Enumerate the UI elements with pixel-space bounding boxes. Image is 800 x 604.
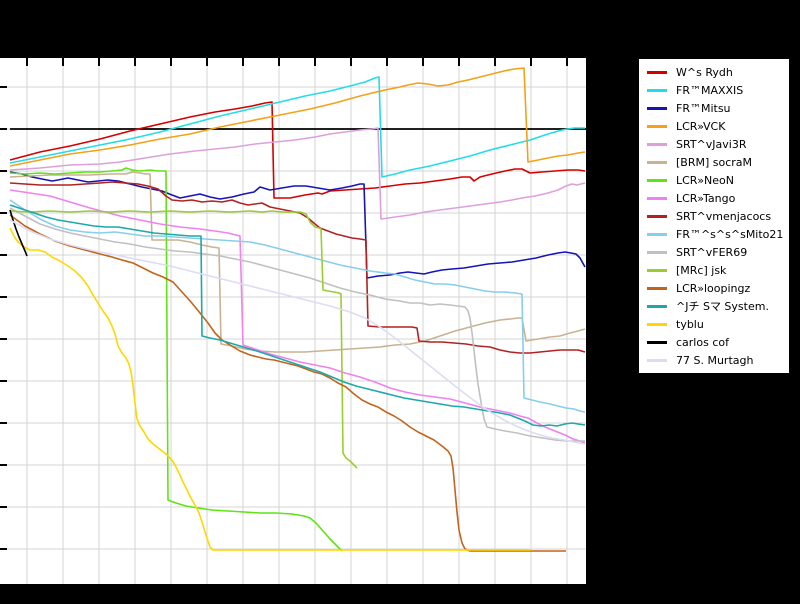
series-line-1 xyxy=(9,76,585,178)
legend-item: [BRM] socraM xyxy=(639,153,789,171)
legend-swatch-line xyxy=(647,358,667,362)
legend-item-label: [MRc] jsk xyxy=(676,263,727,277)
legend-item: FR™MAXXIS xyxy=(639,81,789,99)
legend-item: W^s Rydh xyxy=(639,63,789,81)
legend-item: LCR»Tango xyxy=(639,189,789,207)
legend-swatch-line xyxy=(647,304,667,308)
legend-item-label: FR™MAXXIS xyxy=(676,83,744,97)
legend-swatch-line xyxy=(647,124,667,128)
legend-item: FR™Mitsu xyxy=(639,99,789,117)
legend-swatch-line xyxy=(647,88,667,92)
legend-item: SRT^vJavi3R xyxy=(639,135,789,153)
legend-item: FR™^s^s^sMito21 xyxy=(639,225,789,243)
legend-item-label: 77 S. Murtagh xyxy=(676,353,754,367)
legend-item: ^Jチ Sマ System. xyxy=(639,297,789,315)
series-line-15 xyxy=(9,209,28,257)
legend-swatch-line xyxy=(647,340,667,344)
series-line-12 xyxy=(9,214,566,552)
series-line-10 xyxy=(9,207,585,442)
legend-item: 77 S. Murtagh xyxy=(639,351,789,369)
legend-item: [MRc] jsk xyxy=(639,261,789,279)
legend-swatch-line xyxy=(647,178,667,182)
legend-item: LCR»loopingz xyxy=(639,279,789,297)
series-line-16 xyxy=(9,219,586,445)
series-line-11 xyxy=(9,210,358,469)
legend-item-label: ^Jチ Sマ System. xyxy=(676,299,769,313)
series-line-3 xyxy=(9,67,586,167)
legend-swatch-line xyxy=(647,250,667,254)
legend-item-label: SRT^vmenjacocs xyxy=(676,209,772,223)
legend-item: LCR»VCK xyxy=(639,117,789,135)
legend-swatch-line xyxy=(647,196,667,200)
series-line-13 xyxy=(9,204,586,427)
legend-item-label: FR™^s^s^sMito21 xyxy=(676,227,784,241)
legend-item-label: [BRM] socraM xyxy=(676,155,753,169)
legend-item-label: LCR»loopingz xyxy=(676,281,751,295)
legend-swatch-line xyxy=(647,70,667,74)
series-line-9 xyxy=(9,199,586,413)
series-line-2 xyxy=(9,171,586,279)
legend-item-label: SRT^vFER69 xyxy=(676,245,748,259)
legend-item: tyblu xyxy=(639,315,789,333)
series-line-0 xyxy=(9,101,586,199)
series-line-6 xyxy=(9,167,343,552)
legend-item-label: SRT^vJavi3R xyxy=(676,137,747,151)
legend-item-label: tyblu xyxy=(676,317,704,331)
legend-item-label: FR™Mitsu xyxy=(676,101,731,115)
legend-swatch-line xyxy=(647,142,667,146)
legend-item-label: carlos cof xyxy=(676,335,729,349)
legend-item-label: W^s Rydh xyxy=(676,65,733,79)
series-line-7 xyxy=(9,189,586,444)
series-line-5 xyxy=(9,171,586,353)
legend-item: carlos cof xyxy=(639,333,789,351)
legend-item-label: LCR»VCK xyxy=(676,119,726,133)
legend-item: SRT^vmenjacocs xyxy=(639,207,789,225)
legend: W^s Rydh FR™MAXXIS FR™Mitsu LCR»VCK SRT^vJav… xyxy=(639,59,789,373)
legend-item: SRT^vFER69 xyxy=(639,243,789,261)
legend-swatch-line xyxy=(647,106,667,110)
legend-swatch-line xyxy=(647,232,667,236)
series-line-14 xyxy=(9,227,531,551)
legend-swatch-line xyxy=(647,214,667,218)
legend-swatch-line xyxy=(647,160,667,164)
legend-item-label: LCR»Tango xyxy=(676,191,736,205)
legend-item: LCR»NeoN xyxy=(639,171,789,189)
series-line-8 xyxy=(9,181,586,354)
legend-item-label: LCR»NeoN xyxy=(676,173,734,187)
legend-swatch-line xyxy=(647,268,667,272)
series-line-4 xyxy=(9,127,586,220)
legend-swatch-line xyxy=(647,286,667,290)
legend-swatch-line xyxy=(647,322,667,326)
